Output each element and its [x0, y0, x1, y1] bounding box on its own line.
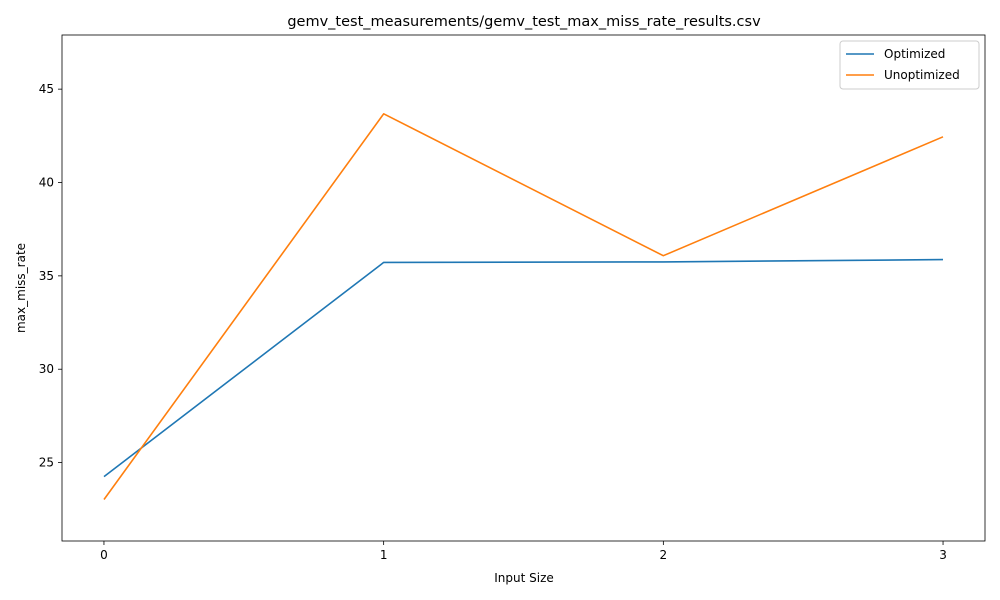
chart-title: gemv_test_measurements/gemv_test_max_mis… [287, 14, 761, 30]
y-tick-label: 30 [39, 362, 54, 376]
y-tick-label: 35 [39, 269, 54, 283]
y-axis: 25 30 35 40 45 [39, 82, 62, 470]
x-tick-label: 2 [660, 548, 668, 562]
series-line-unoptimized [103, 113, 944, 500]
y-axis-title: max_miss_rate [14, 243, 28, 333]
legend: Optimized Unoptimized [839, 40, 980, 90]
x-axis-title: Input Size [494, 571, 554, 585]
y-tick-label: 40 [39, 176, 54, 190]
y-tick-label: 45 [39, 82, 54, 96]
y-tick-label: 25 [39, 456, 54, 470]
x-axis: 0 1 2 3 [100, 541, 947, 562]
series-line-optimized [103, 258, 944, 478]
x-tick-label: 1 [380, 548, 388, 562]
plot-frame [61, 34, 986, 542]
legend-label-unoptimized: Unoptimized [884, 68, 960, 82]
series-layer [103, 113, 944, 500]
x-tick-label: 0 [100, 548, 108, 562]
plot-area [61, 34, 986, 542]
legend-box [839, 40, 980, 90]
x-tick-label: 3 [939, 548, 947, 562]
legend-label-optimized: Optimized [884, 47, 945, 61]
